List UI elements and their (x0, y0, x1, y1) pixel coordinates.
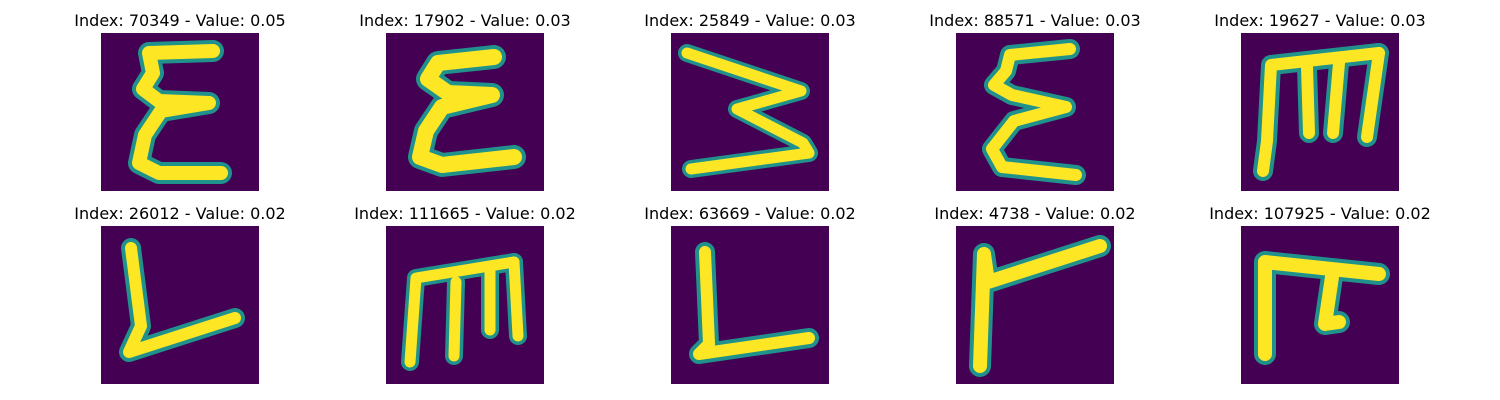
panel-title: Index: 17902 - Value: 0.03 (359, 11, 571, 30)
digit-image-epsilon-wide (386, 33, 544, 191)
panel-title: Index: 107925 - Value: 0.02 (1209, 204, 1431, 223)
panel-title: Index: 26012 - Value: 0.02 (74, 204, 286, 223)
panel-title: Index: 4738 - Value: 0.02 (934, 204, 1136, 223)
panel-8: Index: 4738 - Value: 0.02 (905, 204, 1165, 394)
panel-9: Index: 107925 - Value: 0.02 (1190, 204, 1450, 394)
panel-title: Index: 25849 - Value: 0.03 (644, 11, 856, 30)
digit-image-m-shape (1241, 33, 1399, 191)
panel-5: Index: 26012 - Value: 0.02 (50, 204, 310, 394)
panel-title: Index: 111665 - Value: 0.02 (354, 204, 576, 223)
panel-title: Index: 88571 - Value: 0.03 (929, 11, 1141, 30)
panel-6: Index: 111665 - Value: 0.02 (335, 204, 595, 394)
panel-title: Index: 19627 - Value: 0.03 (1214, 11, 1426, 30)
digit-image-L-slanted (101, 226, 259, 384)
digit-image-reverse-three (671, 33, 829, 191)
digit-image-pi-shape (1241, 226, 1399, 384)
panel-2: Index: 25849 - Value: 0.03 (620, 11, 880, 201)
panel-0: Index: 70349 - Value: 0.05 (50, 11, 310, 201)
digit-image-r-shape (956, 226, 1114, 384)
digit-image-L-shape (671, 226, 829, 384)
panel-3: Index: 88571 - Value: 0.03 (905, 11, 1165, 201)
panel-title: Index: 70349 - Value: 0.05 (74, 11, 286, 30)
digit-image-m-shape-rounded (386, 226, 544, 384)
panel-4: Index: 19627 - Value: 0.03 (1190, 11, 1450, 201)
panel-1: Index: 17902 - Value: 0.03 (335, 11, 595, 201)
panel-7: Index: 63669 - Value: 0.02 (620, 204, 880, 394)
panel-title: Index: 63669 - Value: 0.02 (644, 204, 856, 223)
digit-image-epsilon (101, 33, 259, 191)
digit-image-epsilon-narrow (956, 33, 1114, 191)
